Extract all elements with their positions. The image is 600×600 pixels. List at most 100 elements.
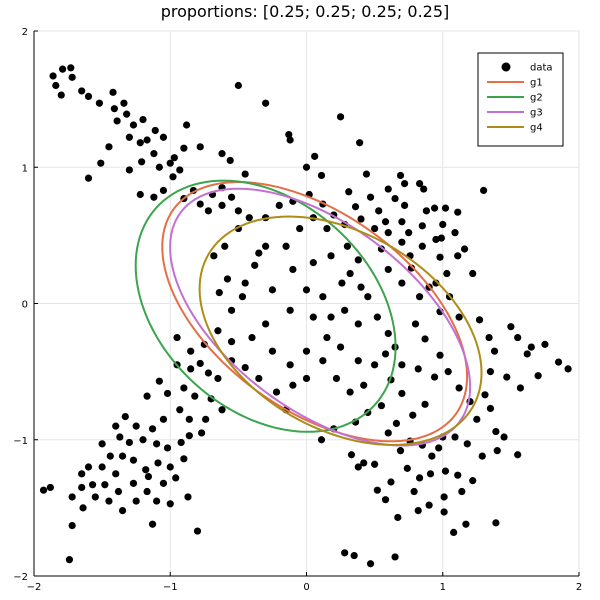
data-point bbox=[153, 497, 161, 505]
data-point bbox=[384, 429, 392, 437]
data-point bbox=[384, 329, 392, 338]
data-point bbox=[183, 121, 191, 129]
data-point bbox=[454, 252, 462, 260]
data-point bbox=[437, 234, 445, 242]
data-point bbox=[159, 479, 168, 487]
data-point bbox=[132, 497, 140, 505]
data-point bbox=[68, 521, 76, 530]
data-point bbox=[114, 487, 123, 496]
data-point bbox=[428, 452, 436, 460]
data-point bbox=[289, 265, 297, 274]
data-point bbox=[148, 425, 157, 433]
data-point bbox=[440, 493, 448, 501]
x-tick-label: 1 bbox=[440, 582, 446, 593]
data-point bbox=[341, 306, 349, 314]
data-point bbox=[354, 357, 362, 365]
data-point bbox=[46, 483, 54, 492]
data-point bbox=[415, 474, 424, 482]
data-point bbox=[454, 208, 462, 216]
data-point bbox=[150, 150, 158, 158]
data-point bbox=[109, 88, 117, 96]
data-point bbox=[485, 333, 493, 342]
data-point bbox=[286, 136, 294, 144]
data-point bbox=[234, 207, 242, 215]
data-point bbox=[486, 404, 495, 413]
data-point bbox=[346, 388, 354, 396]
data-point bbox=[414, 365, 422, 373]
data-point bbox=[503, 373, 511, 381]
data-point bbox=[309, 259, 317, 267]
data-point bbox=[418, 242, 426, 250]
data-point bbox=[458, 487, 466, 496]
data-point bbox=[469, 477, 477, 485]
data-point bbox=[101, 481, 109, 489]
legend-marker-data bbox=[501, 62, 511, 72]
data-point bbox=[415, 293, 424, 301]
data-point bbox=[364, 293, 372, 301]
data-point bbox=[381, 218, 390, 226]
data-point bbox=[105, 497, 113, 505]
data-point bbox=[371, 361, 379, 369]
data-point bbox=[455, 384, 463, 392]
x-tick-label: −1 bbox=[163, 582, 178, 593]
data-point bbox=[129, 121, 138, 129]
data-point bbox=[523, 350, 531, 358]
data-point bbox=[327, 313, 335, 321]
data-point bbox=[196, 359, 204, 368]
data-point bbox=[450, 528, 458, 537]
y-tick-label: 1 bbox=[22, 163, 28, 174]
data-point bbox=[514, 451, 522, 459]
data-point bbox=[197, 429, 206, 437]
data-point bbox=[492, 519, 500, 527]
data-point bbox=[227, 193, 236, 201]
data-point bbox=[394, 513, 402, 522]
data-point bbox=[120, 99, 128, 107]
data-point bbox=[136, 190, 144, 199]
data-point bbox=[384, 185, 392, 193]
data-point bbox=[262, 242, 270, 250]
data-point bbox=[159, 186, 168, 195]
data-point bbox=[159, 415, 168, 423]
data-point bbox=[480, 186, 488, 195]
data-point bbox=[125, 166, 133, 174]
data-point bbox=[336, 113, 345, 121]
data-point bbox=[460, 245, 469, 253]
data-point bbox=[387, 478, 395, 486]
data-point bbox=[343, 242, 351, 250]
data-point bbox=[462, 520, 470, 528]
data-point bbox=[432, 235, 440, 244]
ellipse-g2 bbox=[134, 179, 397, 433]
data-point bbox=[118, 507, 127, 515]
data-point bbox=[336, 343, 345, 351]
data-point bbox=[377, 402, 386, 410]
data-point bbox=[95, 99, 103, 107]
data-point bbox=[396, 447, 405, 455]
data-point bbox=[129, 456, 138, 464]
data-point bbox=[384, 265, 392, 274]
data-point bbox=[143, 392, 151, 400]
ellipse-g4 bbox=[198, 215, 483, 446]
data-point bbox=[354, 320, 362, 328]
data-point bbox=[534, 372, 542, 380]
data-point bbox=[451, 433, 459, 441]
data-point bbox=[493, 447, 501, 455]
x-tick-label: 2 bbox=[576, 582, 582, 593]
data-point bbox=[139, 115, 147, 124]
data-point bbox=[88, 481, 97, 489]
data-point bbox=[143, 136, 151, 144]
data-point bbox=[39, 486, 48, 494]
data-point bbox=[196, 200, 204, 208]
data-point bbox=[218, 201, 226, 209]
data-point bbox=[469, 269, 477, 278]
data-point bbox=[401, 201, 409, 209]
data-point bbox=[296, 224, 304, 233]
data-point bbox=[112, 422, 120, 430]
data-point bbox=[391, 194, 399, 203]
ellipse-g3 bbox=[169, 187, 472, 447]
data-point bbox=[341, 549, 349, 557]
data-point bbox=[357, 283, 365, 291]
data-point bbox=[478, 452, 486, 460]
data-point bbox=[138, 158, 146, 166]
data-point bbox=[286, 361, 294, 369]
data-point bbox=[439, 220, 447, 229]
